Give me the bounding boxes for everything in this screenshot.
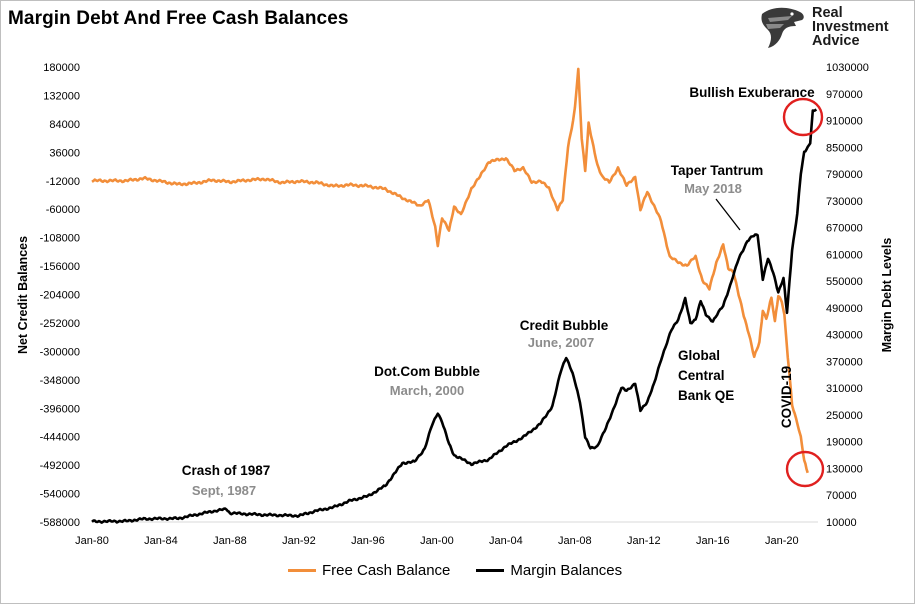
annotation-crash-1987-date: Sept, 1987 xyxy=(192,483,256,498)
taper-tantrum-pointer xyxy=(715,198,741,231)
x-tick-label: Jan-00 xyxy=(420,535,454,547)
right-tick-label: 190000 xyxy=(826,437,863,449)
right-tick-label: 130000 xyxy=(826,463,863,475)
left-tick-label: -444000 xyxy=(40,432,80,444)
chart-title: Margin Debt And Free Cash Balances xyxy=(8,8,349,29)
left-tick-label: -396000 xyxy=(40,403,80,415)
left-tick-label: -492000 xyxy=(40,460,80,472)
left-tick-label: -588000 xyxy=(40,517,80,529)
legend-swatch-margin xyxy=(476,569,505,572)
left-tick-label: -252000 xyxy=(40,318,80,330)
right-tick-label: 250000 xyxy=(826,410,863,422)
right-tick-label: 550000 xyxy=(826,276,863,288)
brand-logo: Real Investment Advice xyxy=(758,4,910,52)
series-line-free-cash xyxy=(91,67,809,474)
x-tick-label: Jan-92 xyxy=(282,535,316,547)
right-tick-label: 490000 xyxy=(826,303,863,315)
left-tick-label: 84000 xyxy=(49,119,80,131)
left-tick-label: -540000 xyxy=(40,489,80,501)
right-tick-label: 670000 xyxy=(826,223,863,235)
brand-line-3: Advice xyxy=(812,33,860,49)
right-tick-label: 370000 xyxy=(826,356,863,368)
annotation-covid-19: COVID-19 xyxy=(779,366,794,428)
left-tick-label: -348000 xyxy=(40,375,80,387)
series-line-margin xyxy=(91,108,818,524)
left-tick-label: -204000 xyxy=(40,290,80,302)
annotation-credit-bubble: Credit Bubble xyxy=(520,318,609,333)
annotation-qe-line-2: Central xyxy=(678,368,725,383)
right-tick-label: 1030000 xyxy=(826,62,869,74)
left-tick-label: -60000 xyxy=(46,204,80,216)
annotation-dotcom-date: March, 2000 xyxy=(390,383,464,398)
highlight-circle-margin-peak xyxy=(782,97,824,137)
annotation-credit-bubble-date: June, 2007 xyxy=(528,335,595,350)
x-tick-label: Jan-80 xyxy=(75,535,109,547)
x-tick-label: Jan-16 xyxy=(696,535,730,547)
legend-swatch-free-cash xyxy=(288,569,316,572)
legend-label-free-cash: Free Cash Balance xyxy=(322,562,451,579)
annotation-bullish-exuberance: Bullish Exuberance xyxy=(689,85,815,100)
legend-label-margin: Margin Balances xyxy=(510,562,623,579)
brand-line-1: Real xyxy=(812,5,843,21)
x-tick-label: Jan-88 xyxy=(213,535,247,547)
left-tick-label: -300000 xyxy=(40,346,80,358)
annotation-taper-tantrum-date: May 2018 xyxy=(684,181,742,196)
right-tick-label: 10000 xyxy=(826,517,857,529)
right-axis-ticks: 1030000 970000 910000 850000 790000 730000 670… xyxy=(826,62,869,529)
highlight-circle-free-cash-low xyxy=(785,450,825,488)
right-tick-label: 850000 xyxy=(826,142,863,154)
left-axis-ticks: 180000 132000 84000 36000 -12000 -60000 -10800… xyxy=(40,62,80,529)
y-axis-label-left: Net Credit Balances xyxy=(16,236,30,354)
right-tick-label: 70000 xyxy=(826,490,857,502)
right-tick-label: 310000 xyxy=(826,383,863,395)
y-axis-label-right: Margin Debt Levels xyxy=(880,238,894,353)
legend-item-free-cash: Free Cash Balance xyxy=(288,562,450,579)
left-tick-label: -12000 xyxy=(46,176,80,188)
legend-item-margin: Margin Balances xyxy=(476,562,622,579)
annotation-qe-line-1: Global xyxy=(678,348,720,363)
x-tick-label: Jan-08 xyxy=(558,535,592,547)
x-axis-ticks: Jan-80 Jan-84 Jan-88 Jan-92 Jan-96 Jan-00 Jan-… xyxy=(75,535,798,547)
x-tick-label: Jan-84 xyxy=(144,535,178,547)
left-tick-label: 36000 xyxy=(49,147,80,159)
left-tick-label: -108000 xyxy=(40,233,80,245)
right-tick-label: 970000 xyxy=(826,89,863,101)
left-tick-label: -156000 xyxy=(40,261,80,273)
right-tick-label: 430000 xyxy=(826,330,863,342)
x-tick-label: Jan-04 xyxy=(489,535,523,547)
right-tick-label: 910000 xyxy=(826,116,863,128)
right-tick-label: 790000 xyxy=(826,169,863,181)
annotation-taper-tantrum: Taper Tantrum xyxy=(671,163,764,178)
annotation-crash-1987: Crash of 1987 xyxy=(182,463,271,478)
left-tick-label: 180000 xyxy=(43,62,80,74)
x-tick-label: Jan-12 xyxy=(627,535,661,547)
annotation-dotcom: Dot.Com Bubble xyxy=(374,364,480,379)
right-tick-label: 610000 xyxy=(826,249,863,261)
chart-legend: Free Cash Balance Margin Balances xyxy=(288,562,648,579)
x-tick-label: Jan-96 xyxy=(351,535,385,547)
left-tick-label: 132000 xyxy=(43,90,80,102)
eagle-head-icon xyxy=(761,7,804,49)
x-tick-label: Jan-20 xyxy=(765,535,799,547)
annotation-qe-line-3: Bank QE xyxy=(678,388,734,403)
brand-line-2: Investment xyxy=(812,19,889,35)
right-tick-label: 730000 xyxy=(826,196,863,208)
